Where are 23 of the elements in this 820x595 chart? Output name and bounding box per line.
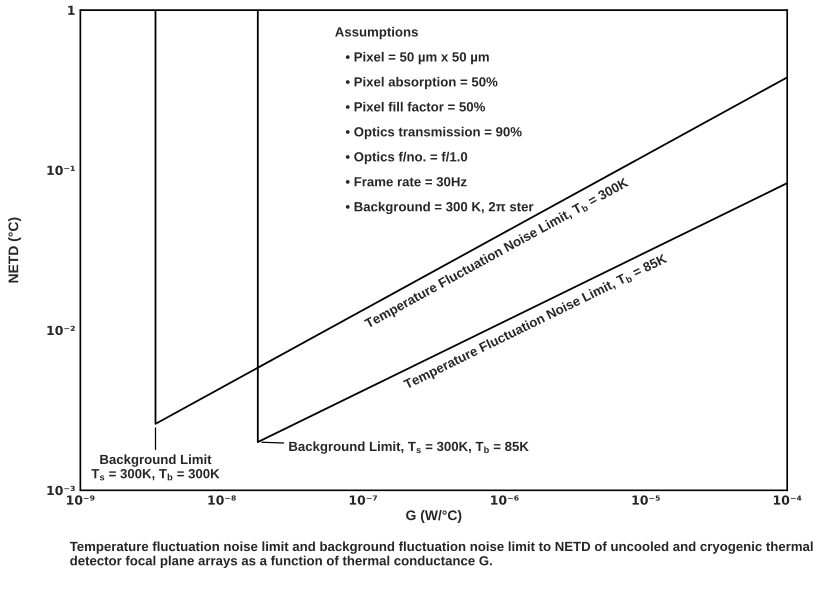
annotation: • Pixel fill factor = 50%	[346, 102, 485, 112]
x-axis-title: G (W/°C)	[406, 510, 462, 523]
annotation: • Pixel = 50 µm x 50 µm	[346, 52, 489, 64]
annotation: • Optics f/no. = f/1.0	[346, 152, 468, 164]
x-tick-label: 10⁻⁶	[491, 495, 519, 505]
x-tick-label: 10⁻⁸	[208, 495, 236, 505]
y-axis-title: NETD (°C)	[8, 218, 22, 283]
annotation: • Optics transmission = 90%	[346, 126, 522, 140]
y-tick-label: 10⁻³	[47, 486, 75, 496]
annotation: Background Limit T$_{s}$ = 300K, T$_{b}$ = 300K	[91, 454, 220, 480]
x-tick-label: 10⁻⁷	[350, 495, 378, 505]
annotation: Background Limit, T$_{s}$ = 300K, T$_{b}$ = 85K	[289, 441, 529, 454]
x-tick-label: 10⁻⁵	[632, 495, 660, 505]
y-tick-label: 1	[68, 6, 75, 15]
y-tick-label: 10⁻¹	[47, 166, 75, 176]
annotation: • Pixel absorption = 50%	[346, 76, 498, 90]
text: Temperature fluctuation noise limit and background fluctuation noise limit to NETD of uncooled and cryogenic thermal detector focal plane arrays as a function of thermal conductance G.	[70, 541, 813, 568]
y-tick-label: 10⁻²	[47, 326, 75, 336]
annotation: Assumptions	[335, 26, 418, 40]
x-tick-label: 10⁻⁹	[67, 495, 94, 505]
x-tick-label: 10⁻⁴	[774, 495, 802, 505]
annotation: • Frame rate = 30Hz	[346, 177, 467, 186]
annotation: • Background = 300 K, 2π ster	[346, 202, 534, 214]
